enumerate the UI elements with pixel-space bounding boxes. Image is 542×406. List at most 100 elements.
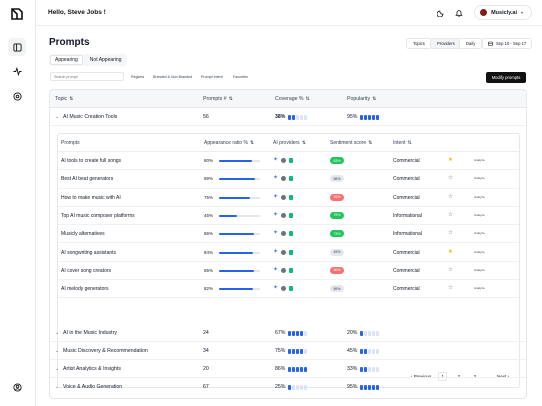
header-prompt[interactable]: Prompts [61, 140, 80, 146]
header-providers[interactable]: AI providers ⇅ [273, 140, 306, 146]
appearance-bar-fill [219, 233, 255, 236]
page-1-button[interactable]: 1 [438, 372, 448, 381]
chevron-down-icon[interactable]: ⌄ [55, 366, 60, 372]
provider-perplexity-icon [289, 231, 294, 237]
prompt-row[interactable]: AI cover song creators 85% ✦ 30% Commercial ☆… [58, 262, 519, 281]
prompt-row[interactable]: AI tools to create full songs 80% ✦ 63% Comm… [58, 152, 519, 171]
level-segment [376, 348, 380, 354]
analyze-button[interactable]: Analyze [474, 212, 485, 217]
provider-perplexity-icon [289, 212, 294, 218]
analyze-button[interactable]: Analyze [474, 249, 485, 254]
tab-appearing[interactable]: Appearing [50, 55, 83, 65]
topic-name: Music Discovery & Recommendation [63, 348, 148, 354]
analyze-button[interactable]: Analyze [474, 267, 485, 272]
star-icon[interactable]: ☆ [448, 211, 453, 218]
analyze-button[interactable]: Analyze [474, 231, 485, 236]
calendar-icon [488, 41, 493, 47]
topic-row[interactable]: ⌄ AI in the Music Industry 24 67% 20% [50, 324, 526, 342]
analyze-button[interactable]: Analyze [474, 194, 485, 199]
bell-icon[interactable] [454, 8, 464, 18]
provider-icons: ✦ [273, 157, 294, 163]
filter-regions[interactable]: Regions [131, 75, 145, 79]
user-circle-icon[interactable] [9, 379, 25, 395]
account-avatar [480, 9, 488, 16]
topic-row[interactable]: ⌄ Artist Analytics & Insights 20 86% 33% [50, 360, 526, 378]
date-range-button[interactable]: Sep 10 - Sep 17 [482, 38, 533, 49]
pagination: ‹ Previous 1 2 3 ... Next › [411, 372, 509, 381]
star-icon[interactable]: ☆ [448, 175, 453, 182]
prompt-row[interactable]: Musicly alternatives 86% ✦ 73% Informational… [58, 225, 519, 244]
prompt-row[interactable]: AI melody generators 82% ✦ 59% Commercial ☆ An… [58, 280, 519, 299]
popularity-bars [360, 366, 380, 372]
star-icon[interactable]: ★ [448, 157, 453, 163]
header-sentiment[interactable]: Sentiment score ⇅ [330, 140, 372, 146]
previous-label: Previous [413, 374, 432, 379]
star-icon[interactable]: ☆ [448, 230, 453, 237]
analyze-button[interactable]: Analyze [474, 158, 485, 162]
prompt-row[interactable]: Top AI music composer platforms 45% ✦ 75% In… [58, 207, 519, 226]
tab-not-appearing[interactable]: Not Appearing [89, 57, 122, 63]
header-topic[interactable]: Topic ⇅ [55, 96, 73, 102]
filter-intent[interactable]: Prompt Intent [201, 75, 223, 79]
prompt-row[interactable]: How to make music with AI 75% ✦ 29% Commerci… [58, 189, 519, 207]
prompt-name: Top AI music composer platforms [61, 212, 135, 219]
sort-icon: ⇅ [249, 140, 255, 146]
appearance-tabs: Appearing Not Appearing [49, 54, 127, 66]
level-segment [292, 366, 296, 372]
star-icon[interactable]: ☆ [448, 193, 453, 200]
moon-icon[interactable] [436, 8, 446, 18]
popularity-bars [360, 330, 380, 336]
level-segment [372, 384, 376, 390]
prompt-name: AI songwriting assistants [61, 249, 117, 256]
header-coverage[interactable]: Coverage % ⇅ [275, 96, 310, 102]
topic-row[interactable]: ⌄ Voice & Audio Generation 67 25% 95% [50, 378, 526, 396]
level-segment [288, 384, 292, 390]
topic-prompt-count: 20 [203, 366, 209, 372]
page-2-button[interactable]: 2 [457, 374, 460, 379]
header-prompts[interactable]: Prompts # ⇅ [203, 96, 233, 102]
chevron-down-icon[interactable]: ⌄ [55, 348, 60, 354]
header-popularity[interactable]: Popularity ⇅ [347, 96, 376, 102]
sentiment-badge: 56% [330, 175, 344, 183]
activity-icon[interactable] [9, 63, 25, 79]
previous-page-button[interactable]: ‹ Previous [411, 374, 431, 379]
next-label: Next [496, 374, 507, 379]
sort-icon: ⇅ [228, 96, 233, 102]
segment-providers[interactable]: Providers [430, 38, 462, 49]
panel-icon[interactable] [8, 38, 26, 56]
app-logo-icon[interactable] [10, 7, 24, 21]
segment-topics[interactable]: Topics [406, 38, 432, 49]
star-icon[interactable]: ☆ [448, 266, 453, 273]
target-icon[interactable] [9, 88, 25, 104]
level-segment [368, 384, 372, 390]
appearance-value: 86% [204, 231, 214, 237]
topic-row[interactable]: ⌄ AI Music Creation Tools 56 38% 95% [50, 108, 526, 126]
filter-favorites[interactable]: Favorites [233, 75, 248, 79]
chevron-down-icon[interactable]: ⌄ [55, 114, 60, 120]
segment-daily[interactable]: Daily [459, 38, 483, 49]
level-segment [364, 330, 368, 336]
prompt-row[interactable]: AI songwriting assistants 84% ✦ 45% Commerci… [58, 244, 519, 262]
appearance-bar [219, 178, 260, 181]
topic-row[interactable]: ⌄ Music Discovery & Recommendation 34 75… [50, 342, 526, 360]
filter-branded[interactable]: Branded & Non Branded [153, 75, 193, 79]
provider-openai-icon [281, 249, 287, 255]
coverage-value: 25% [275, 384, 286, 390]
chevron-down-icon[interactable]: ⌄ [55, 330, 60, 336]
modify-prompts-button[interactable]: Modify prompts [486, 72, 526, 83]
level-segment [364, 384, 368, 390]
search-input[interactable] [50, 72, 124, 81]
header-intent[interactable]: Intent ⇅ [393, 140, 412, 146]
account-switcher[interactable]: Musicly.ai ▾ [474, 5, 532, 20]
prompt-row[interactable]: Best AI beat generators 89% ✦ 56% Commercial… [58, 170, 519, 189]
header-appearance[interactable]: Appearance ratio % ⇅ [204, 140, 254, 146]
analyze-button[interactable]: Analyze [474, 286, 485, 291]
next-page-button[interactable]: Next › [497, 374, 509, 379]
chevron-down-icon[interactable]: ⌄ [55, 384, 60, 390]
topic-popularity: 33% [347, 366, 380, 372]
star-icon[interactable]: ☆ [448, 285, 453, 292]
star-icon[interactable]: ★ [448, 248, 453, 255]
analyze-button[interactable]: Analyze [474, 176, 485, 181]
level-segment [376, 330, 380, 336]
page-3-button[interactable]: 3 [473, 374, 476, 379]
